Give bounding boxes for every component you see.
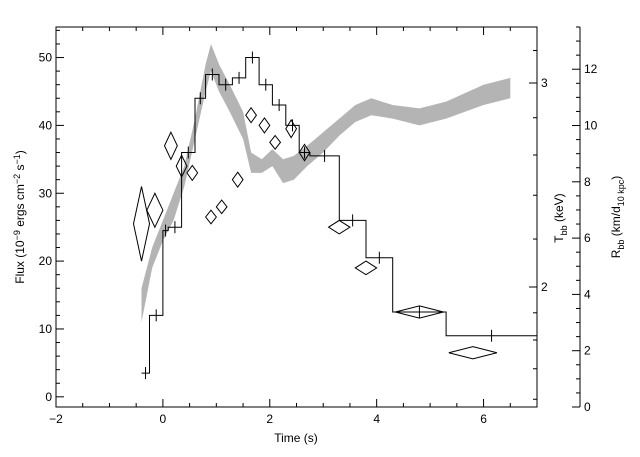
diamond-marker [245,106,258,124]
y-tick-label: 20 [39,254,53,268]
r-tick-label: 2 [584,344,591,358]
x-tick-label: −2 [49,412,63,426]
diamond-marker [285,118,298,139]
t-tick-label: 2 [541,280,548,294]
band-area [141,44,511,323]
y-temperature-axis: 23 [529,27,548,407]
diamond-marker [163,131,178,161]
x-axis-label: Time (s) [274,431,318,445]
radius-diamonds [132,106,498,360]
flux-histogram [141,51,537,380]
x-tick-label: 6 [480,412,487,426]
y-left-axis-label: Flux (10−9 ergs cm−2 s−1) [12,150,27,284]
diamond-marker [175,154,188,179]
diamond-marker [327,219,351,235]
x-tick-label: 0 [160,412,167,426]
y-tick-label: 30 [39,186,53,200]
r-tick-label: 8 [584,175,591,189]
y-temperature-axis-label: Tbb (keV) [552,193,569,242]
y-radius-axis-label: Rbb (km/d10 kpc) [609,176,626,259]
r-tick-label: 4 [584,287,591,301]
diamond-marker [258,117,271,134]
diamond-marker [298,143,311,162]
y-tick-label: 50 [39,51,53,65]
x-axis: −2 0 2 4 6 [49,27,538,426]
diamond-marker [395,305,444,319]
diamond-marker [354,260,378,276]
r-tick-label: 10 [584,119,598,133]
y-tick-label: 40 [39,118,53,132]
diamond-marker [231,171,244,189]
diamond-marker [215,199,228,215]
plot-frame [55,26,538,408]
diamond-marker [146,192,164,229]
t-tick-label: 3 [541,76,548,90]
y-tick-label: 10 [39,322,53,336]
x-tick-label: 4 [373,412,380,426]
r-tick-label: 12 [584,62,598,76]
y-left-axis: 0 10 20 30 40 50 [39,29,64,404]
diamond-marker [269,134,282,150]
diamond-marker [132,186,151,262]
temperature-band [141,44,511,323]
r-tick-label: 0 [584,400,591,414]
y-radius-axis: 0 2 4 6 8 10 12 [572,26,598,414]
x-tick-label: 2 [266,412,273,426]
diamond-marker [186,164,199,182]
r-tick-label: 6 [584,231,591,245]
y-tick-label: 0 [45,390,52,404]
diamond-marker [448,346,498,360]
diamond-marker [205,209,217,225]
